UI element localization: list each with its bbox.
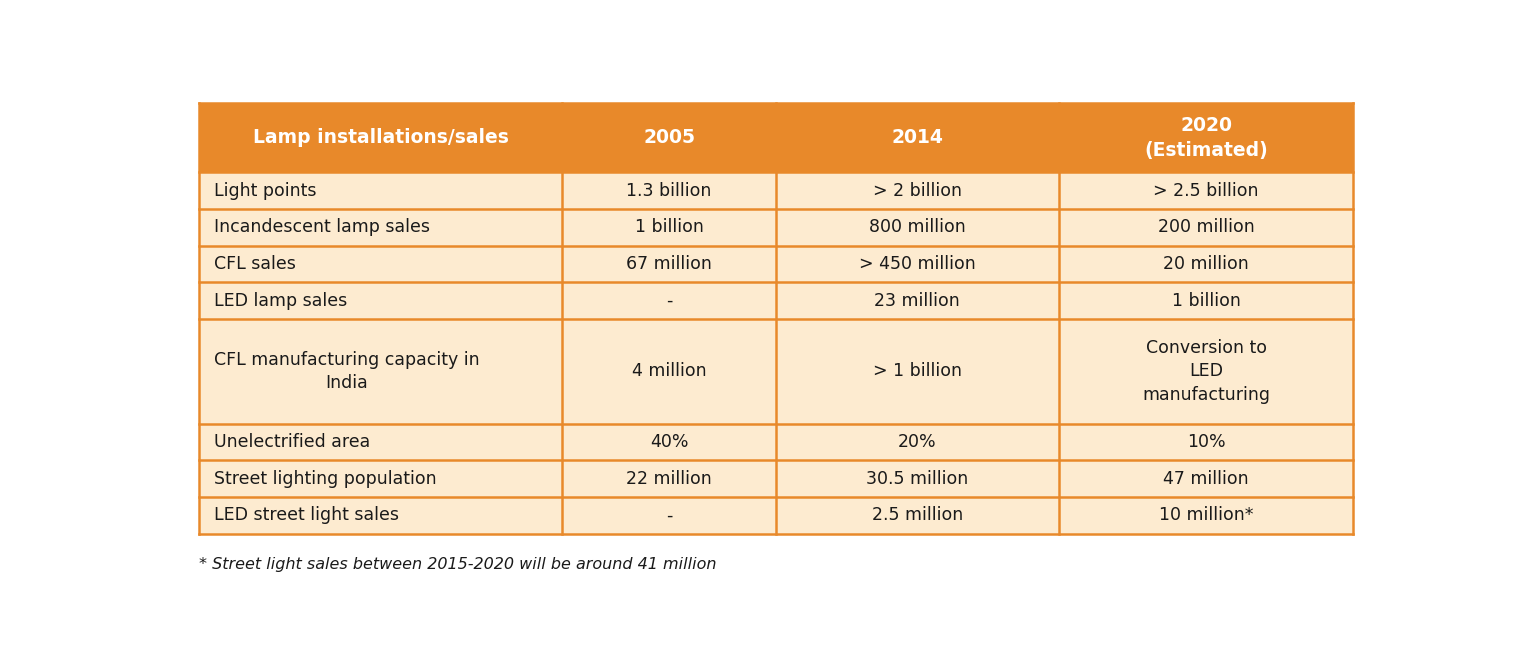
Text: Lamp installations/sales: Lamp installations/sales (253, 128, 509, 147)
Bar (562, 209, 777, 246)
Text: Street lighting population: Street lighting population (213, 470, 436, 488)
Bar (198, 497, 562, 533)
Bar (1058, 424, 1354, 460)
Text: Unelectrified area: Unelectrified area (213, 433, 369, 451)
Bar (777, 424, 1058, 460)
Bar (562, 246, 777, 282)
Text: > 2 billion: > 2 billion (874, 182, 961, 200)
Bar (198, 172, 562, 209)
Text: CFL manufacturing capacity in
India: CFL manufacturing capacity in India (213, 350, 480, 392)
Text: 30.5 million: 30.5 million (866, 470, 969, 488)
Text: 2014: 2014 (892, 128, 943, 147)
Bar (777, 497, 1058, 533)
Text: -: - (666, 506, 672, 524)
Bar (562, 172, 777, 209)
Bar (562, 424, 777, 460)
Text: 47 million: 47 million (1163, 470, 1249, 488)
Bar (1058, 103, 1354, 172)
Text: 10%: 10% (1187, 433, 1225, 451)
Text: Conversion to
LED
manufacturing: Conversion to LED manufacturing (1142, 339, 1270, 404)
Bar (562, 282, 777, 319)
Text: 10 million*: 10 million* (1158, 506, 1254, 524)
Bar (1058, 172, 1354, 209)
Text: * Street light sales between 2015-2020 will be around 41 million: * Street light sales between 2015-2020 w… (198, 557, 716, 572)
Text: 200 million: 200 million (1158, 218, 1255, 236)
Text: > 1 billion: > 1 billion (874, 362, 961, 380)
Text: Light points: Light points (213, 182, 316, 200)
Text: 22 million: 22 million (627, 470, 712, 488)
Text: 1 billion: 1 billion (1172, 292, 1240, 310)
Text: 1 billion: 1 billion (634, 218, 704, 236)
Bar (198, 319, 562, 424)
Text: LED lamp sales: LED lamp sales (213, 292, 347, 310)
Bar (777, 172, 1058, 209)
Text: 2005: 2005 (643, 128, 695, 147)
Text: 2020
(Estimated): 2020 (Estimated) (1145, 116, 1267, 160)
Text: LED street light sales: LED street light sales (213, 506, 398, 524)
Text: -: - (666, 292, 672, 310)
Text: 800 million: 800 million (869, 218, 966, 236)
Bar (777, 460, 1058, 497)
Text: 20%: 20% (898, 433, 937, 451)
Bar (562, 319, 777, 424)
Bar (1058, 460, 1354, 497)
Text: 20 million: 20 million (1163, 255, 1249, 273)
Bar (198, 282, 562, 319)
Bar (198, 246, 562, 282)
Text: Incandescent lamp sales: Incandescent lamp sales (213, 218, 430, 236)
Bar (777, 319, 1058, 424)
Bar (198, 209, 562, 246)
Bar (1058, 209, 1354, 246)
Bar (1058, 497, 1354, 533)
Bar (198, 103, 562, 172)
Text: 67 million: 67 million (627, 255, 712, 273)
Text: > 450 million: > 450 million (858, 255, 975, 273)
Bar (1058, 319, 1354, 424)
Bar (562, 103, 777, 172)
Bar (562, 460, 777, 497)
Text: 4 million: 4 million (631, 362, 707, 380)
Bar (198, 460, 562, 497)
Bar (1058, 282, 1354, 319)
Text: 23 million: 23 million (875, 292, 960, 310)
Bar (777, 103, 1058, 172)
Bar (198, 424, 562, 460)
Bar (562, 497, 777, 533)
Bar (777, 209, 1058, 246)
Text: CFL sales: CFL sales (213, 255, 295, 273)
Text: 2.5 million: 2.5 million (872, 506, 963, 524)
Bar (1058, 246, 1354, 282)
Text: 40%: 40% (650, 433, 689, 451)
Bar (777, 246, 1058, 282)
Text: 1.3 billion: 1.3 billion (627, 182, 712, 200)
Text: > 2.5 billion: > 2.5 billion (1154, 182, 1258, 200)
Bar (777, 282, 1058, 319)
